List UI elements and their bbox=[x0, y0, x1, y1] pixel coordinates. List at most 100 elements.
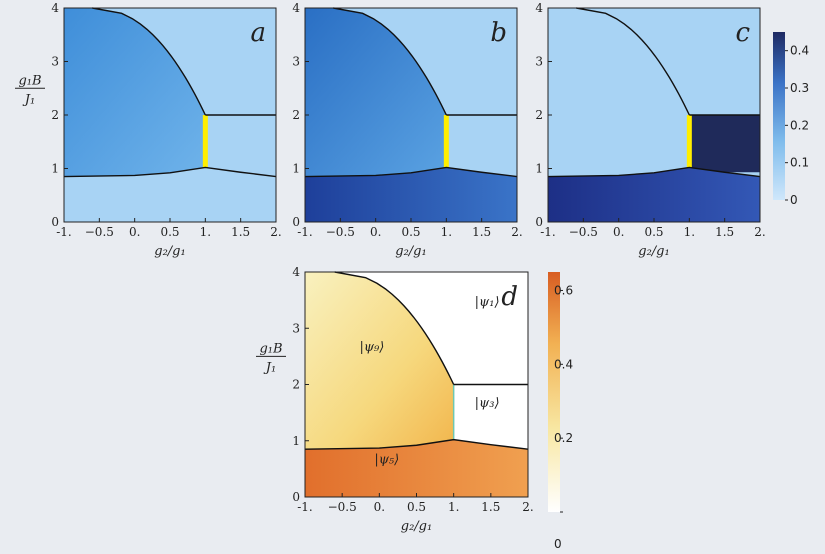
boundary-lower bbox=[63, 166, 277, 178]
x-tick-label: 2. bbox=[511, 225, 522, 239]
y-tick-label: 0 bbox=[51, 215, 59, 229]
y-tick-label: 2 bbox=[292, 108, 300, 122]
region-right-box bbox=[453, 384, 528, 445]
y-tick-label: 3 bbox=[51, 55, 59, 69]
panel-d: -1. −0.5 0. 0.5 1. 1.5 2. 0 1 2 3 4 g₂/g₁ g₁B J₁ d|ψ₁⟩ |… bbox=[256, 265, 573, 551]
x-axis-label: g₂/g₁ bbox=[154, 244, 185, 259]
region-upper-left bbox=[64, 8, 206, 177]
x-tick-label: 0. bbox=[613, 225, 624, 239]
region-upper-left bbox=[548, 8, 690, 177]
panel-a: -1. −0.5 0. 0.5 1. 1.5 2. 0 1 2 3 4 g₂/g₁ g₁B J₁ a bbox=[15, 1, 282, 259]
y-tick-label: 4 bbox=[292, 265, 300, 279]
y-axis-label-denominator: J₁ bbox=[22, 92, 35, 107]
x-tick-label: 0. bbox=[129, 225, 140, 239]
x-tick-label: 1. bbox=[441, 225, 452, 239]
boundary-upper bbox=[333, 7, 447, 116]
x-tick-label: -1. bbox=[297, 225, 313, 239]
x-tick-label: 1.5 bbox=[481, 500, 500, 514]
colorbar-tick-label: 0.4 bbox=[554, 357, 573, 371]
x-tick-label: 0.5 bbox=[401, 225, 420, 239]
x-tick-label: 0.5 bbox=[160, 225, 179, 239]
region-bottom bbox=[305, 167, 517, 222]
y-tick-label: 1 bbox=[292, 434, 300, 448]
x-tick-label: 1.5 bbox=[715, 225, 734, 239]
y-tick-label: 1 bbox=[535, 162, 543, 176]
region-right-box bbox=[205, 115, 276, 173]
y-tick-label: 4 bbox=[292, 1, 300, 15]
y-tick-label: 0 bbox=[535, 215, 543, 229]
colorbar-gradient bbox=[548, 272, 560, 512]
y-tick-label: 2 bbox=[51, 108, 59, 122]
y-tick-label: 3 bbox=[535, 55, 543, 69]
panel-c: -1. −0.5 0. 0.5 1. 1.5 2. 0 1 2 3 4 g₂/g₁ c 0 0.1 0.2 0.3… bbox=[535, 1, 809, 259]
region-bottom bbox=[548, 167, 760, 222]
boundary-upper bbox=[576, 7, 690, 116]
x-tick-label: −0.5 bbox=[85, 225, 114, 239]
colorbar-tick-label: 0.4 bbox=[790, 44, 809, 58]
x-axis-label: g₂/g₁ bbox=[638, 244, 669, 259]
colorbar-tick-label: 0.3 bbox=[790, 81, 809, 95]
region-right-box bbox=[689, 115, 760, 173]
colorbar-tick-label: 0.2 bbox=[554, 431, 573, 445]
region-bottom bbox=[64, 167, 276, 222]
y-tick-label: 4 bbox=[51, 1, 59, 15]
y-axis-label-numerator: g₁B bbox=[259, 341, 282, 356]
colorbar: 0 0.1 0.2 0.3 0.4 bbox=[773, 32, 809, 207]
y-tick-label: 4 bbox=[535, 1, 543, 15]
x-tick-label: -1. bbox=[297, 500, 313, 514]
boundary-lower bbox=[304, 166, 518, 178]
colorbar-tick-label: 0 bbox=[554, 537, 562, 551]
region-label: |ψ₃⟩ bbox=[475, 396, 500, 411]
x-tick-label: −0.5 bbox=[569, 225, 598, 239]
y-tick-label: 1 bbox=[51, 162, 59, 176]
panel-label: c bbox=[735, 18, 750, 48]
region-label: |ψ₅⟩ bbox=[374, 452, 399, 467]
region-upper-left bbox=[305, 272, 454, 450]
x-tick-label: -1. bbox=[540, 225, 556, 239]
y-tick-label: 3 bbox=[292, 55, 300, 69]
x-tick-label: 1.5 bbox=[472, 225, 491, 239]
x-tick-label: 2. bbox=[522, 500, 533, 514]
colorbar-tick-label: 0.2 bbox=[790, 118, 809, 132]
region-label: |ψ₁⟩ bbox=[475, 295, 500, 310]
x-tick-label: 2. bbox=[754, 225, 765, 239]
panel-b: -1. −0.5 0. 0.5 1. 1.5 2. 0 1 2 3 4 g₂/g₁ b bbox=[292, 1, 522, 259]
boundary-lower bbox=[547, 166, 761, 178]
x-tick-label: 0. bbox=[370, 225, 381, 239]
x-tick-label: -1. bbox=[56, 225, 72, 239]
y-tick-label: 0 bbox=[292, 215, 300, 229]
colorbar-gradient bbox=[773, 32, 785, 200]
y-tick-label: 1 bbox=[292, 162, 300, 176]
x-tick-label: 1. bbox=[448, 500, 459, 514]
region-upper-left bbox=[305, 8, 447, 177]
x-tick-label: 1. bbox=[200, 225, 211, 239]
x-tick-label: −0.5 bbox=[328, 500, 357, 514]
region-label: |ψ₉⟩ bbox=[359, 340, 384, 355]
region-bottom bbox=[305, 439, 528, 497]
x-tick-label: 0.5 bbox=[644, 225, 663, 239]
x-tick-label: 2. bbox=[270, 225, 281, 239]
x-tick-label: 1.5 bbox=[231, 225, 250, 239]
boundary-upper bbox=[334, 271, 455, 385]
x-tick-label: 0.5 bbox=[407, 500, 426, 514]
panel-label: a bbox=[250, 18, 266, 48]
y-tick-label: 2 bbox=[535, 108, 543, 122]
y-axis-label-numerator: g₁B bbox=[18, 73, 41, 88]
x-axis-label: g₂/g₁ bbox=[401, 519, 432, 534]
panel-label: b bbox=[490, 18, 507, 48]
y-tick-label: 2 bbox=[292, 378, 300, 392]
x-tick-label: 0. bbox=[374, 500, 385, 514]
colorbar: 0 0.2 0.4 0.6 bbox=[548, 272, 573, 551]
x-tick-label: 1. bbox=[684, 225, 695, 239]
x-axis-label: g₂/g₁ bbox=[395, 244, 426, 259]
colorbar-tick-label: 0.1 bbox=[790, 156, 809, 170]
boundary-upper bbox=[92, 7, 206, 116]
colorbar-tick-label: 0 bbox=[790, 193, 798, 207]
y-tick-label: 0 bbox=[292, 490, 300, 504]
boundary-lower bbox=[304, 438, 529, 450]
y-tick-label: 3 bbox=[292, 321, 300, 335]
x-tick-label: −0.5 bbox=[326, 225, 355, 239]
y-axis-label-denominator: J₁ bbox=[263, 360, 276, 375]
panel-label: d bbox=[501, 282, 518, 312]
